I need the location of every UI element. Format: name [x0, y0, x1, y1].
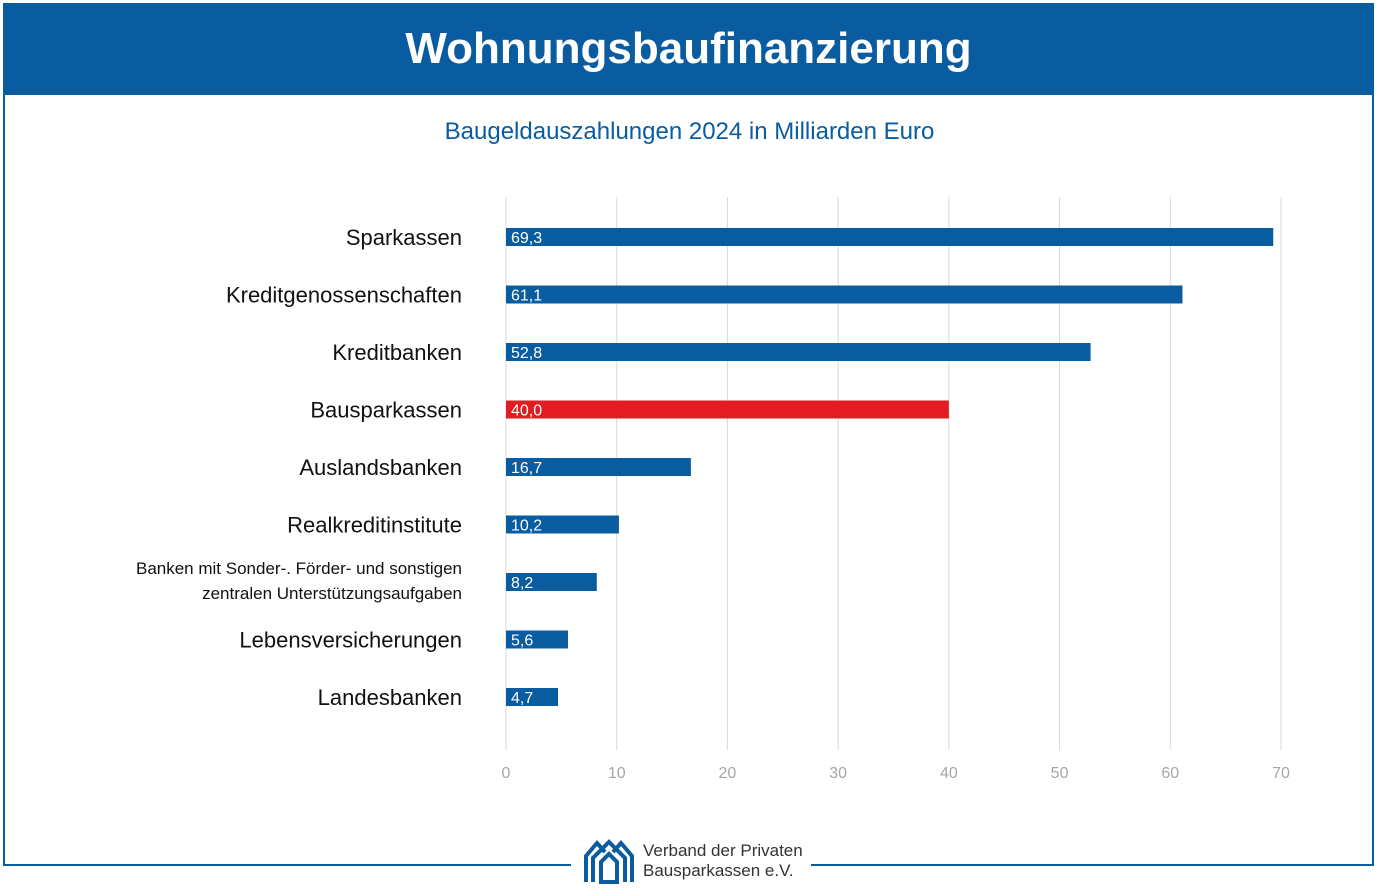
x-tick-label: 10 — [608, 765, 626, 782]
data-label: 69,3 — [511, 230, 542, 247]
data-label: 4,7 — [511, 690, 533, 707]
page-title: Wohnungsbaufinanzierung — [3, 3, 1374, 95]
x-tick-label: 50 — [1051, 765, 1069, 782]
category-label: Landesbanken — [318, 685, 462, 710]
bar-bausparkassen — [506, 400, 949, 419]
category-label: Kreditgenossenschaften — [226, 283, 462, 308]
chart-title: Baugeldauszahlungen 2024 in Milliarden E… — [444, 118, 935, 145]
x-tick-label: 30 — [829, 765, 847, 782]
data-label: 16,7 — [511, 460, 542, 477]
category-label: Kreditbanken — [332, 340, 462, 365]
data-label: 8,2 — [511, 575, 533, 592]
bar-kreditbanken — [506, 343, 1091, 361]
category-label: zentralen Unterstützungsaufgaben — [202, 584, 462, 603]
category-label: Bausparkassen — [310, 398, 462, 423]
data-label: 40,0 — [511, 403, 542, 420]
data-label: 5,6 — [511, 633, 533, 650]
bar-banken — [506, 573, 597, 591]
footer-line-left — [3, 864, 571, 866]
footer-line-right — [811, 864, 1374, 866]
category-label: Banken mit Sonder-. Förder- und sonstige… — [136, 559, 462, 578]
x-tick-label: 0 — [502, 765, 511, 782]
category-label: Realkreditinstitute — [287, 513, 462, 538]
x-tick-label: 60 — [1161, 765, 1179, 782]
bar-lebensversicherungen — [506, 630, 568, 649]
bar-auslandsbanken — [506, 458, 691, 476]
x-tick-label: 20 — [719, 765, 737, 782]
data-label: 61,1 — [511, 288, 542, 305]
data-label: 10,2 — [511, 518, 542, 535]
category-label: Sparkassen — [346, 225, 462, 250]
bar-sparkassen — [506, 228, 1274, 246]
bar-realkreditinstitute — [506, 515, 619, 534]
x-tick-label: 40 — [940, 765, 958, 782]
logo-line2: Bausparkassen e.V. — [643, 861, 794, 880]
vdpb-logo: Verband der Privaten Bausparkassen e.V. — [583, 838, 803, 884]
bar-landesbanken — [506, 688, 559, 706]
logo-line1: Verband der Privaten — [643, 841, 803, 860]
data-label: 52,8 — [511, 345, 542, 362]
category-label: Lebensversicherungen — [239, 628, 462, 653]
x-tick-label: 70 — [1272, 765, 1290, 782]
houses-logo-icon — [584, 839, 634, 884]
bar-kreditgenossenschaften — [506, 285, 1183, 304]
category-label: Auslandsbanken — [299, 455, 462, 480]
